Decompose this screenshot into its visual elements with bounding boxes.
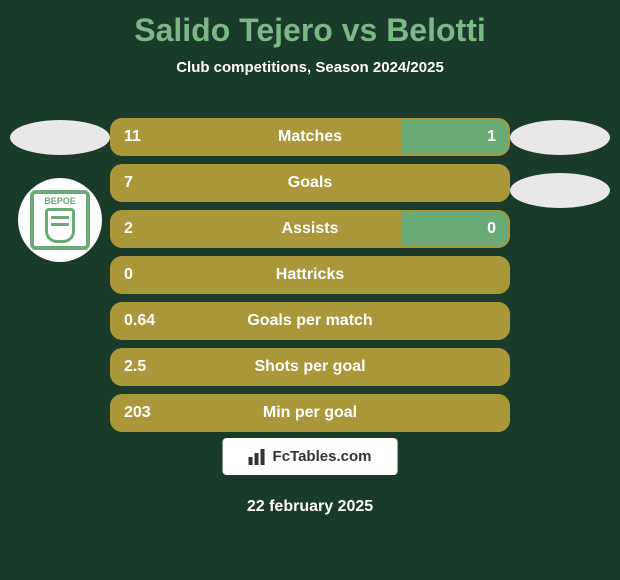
badge-inner: BEPOE [30, 190, 90, 250]
stat-value-left: 11 [124, 128, 141, 146]
stat-row: 0.64 Goals per match [110, 302, 510, 340]
team-badge-left: BEPOE [18, 178, 102, 262]
stats-container: 11 Matches 1 7 Goals 2 Assists 0 0 Hattricks 0.64 G… [110, 118, 510, 440]
stat-label: Matches [278, 128, 342, 146]
bar-chart-icon [249, 449, 269, 465]
stat-row: 0 Hattricks [110, 256, 510, 294]
stat-value-left: 0.64 [124, 312, 155, 330]
club-shape-left [10, 120, 110, 155]
stat-value-right: 0 [487, 220, 496, 238]
stat-row: 203 Min per goal [110, 394, 510, 432]
stat-label: Min per goal [263, 404, 357, 422]
page-title: Salido Tejero vs Belotti [0, 0, 620, 49]
stat-value-left: 2.5 [124, 358, 146, 376]
stat-row: 2 Assists 0 [110, 210, 510, 248]
badge-text: BEPOE [44, 196, 76, 206]
stat-value-right: 1 [487, 128, 496, 146]
brand-badge: FcTables.com [223, 438, 398, 475]
stat-label: Goals [288, 174, 332, 192]
stat-value-left: 203 [124, 404, 151, 422]
stat-label: Hattricks [276, 266, 344, 284]
stat-row: 2.5 Shots per goal [110, 348, 510, 386]
shield-icon [45, 208, 75, 243]
stat-row: 7 Goals [110, 164, 510, 202]
stat-value-left: 7 [124, 174, 133, 192]
page-subtitle: Club competitions, Season 2024/2025 [0, 59, 620, 76]
brand-text: FcTables.com [273, 448, 372, 465]
club-shape-right-2 [510, 173, 610, 208]
stat-value-left: 0 [124, 266, 133, 284]
stat-label: Assists [282, 220, 339, 238]
stat-label: Goals per match [247, 312, 372, 330]
club-shape-right-1 [510, 120, 610, 155]
stat-label: Shots per goal [254, 358, 365, 376]
stat-row: 11 Matches 1 [110, 118, 510, 156]
date-text: 22 february 2025 [247, 498, 373, 516]
stat-value-left: 2 [124, 220, 133, 238]
